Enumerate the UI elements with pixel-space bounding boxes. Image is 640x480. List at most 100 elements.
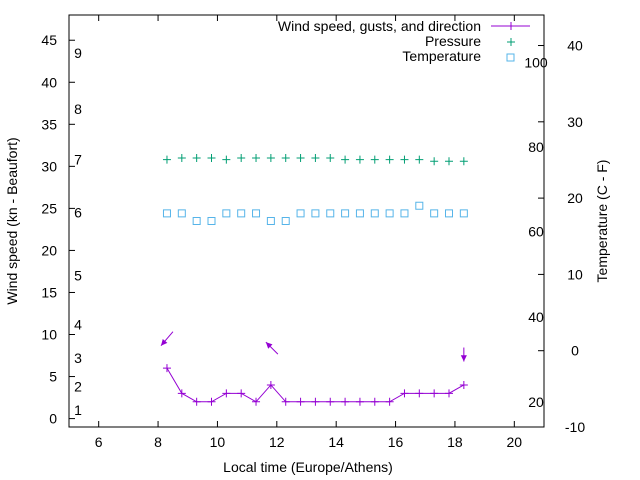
beaufort-label: 8 (74, 101, 82, 117)
temperature-point (415, 201, 424, 210)
temperature-point (445, 209, 453, 218)
wind-point (162, 364, 171, 373)
beaufort-label: 7 (74, 152, 82, 168)
temperature-point (222, 209, 231, 218)
legend-label-pressure: Pressure (425, 33, 481, 49)
y-tick-label: 5 (49, 369, 57, 385)
wind-point (355, 397, 364, 406)
pressure-point (326, 153, 335, 162)
temperature-point (341, 209, 350, 218)
fahrenheit-label: 80 (528, 139, 544, 155)
temperature-point (237, 209, 246, 218)
wind-point (400, 389, 409, 398)
legend-label-wind: Wind speed, gusts, and direction (278, 18, 481, 34)
beaufort-label: 9 (74, 45, 82, 61)
temperature-point (430, 209, 439, 218)
y-tick-label: 40 (41, 74, 57, 90)
wind-point (415, 389, 424, 398)
pressure-point (237, 153, 246, 162)
wind-point (266, 380, 275, 389)
pressure-point (415, 155, 424, 164)
temperature-point (207, 217, 216, 225)
wind-point (326, 397, 335, 406)
pressure-point (459, 157, 468, 166)
x-tick-label: 16 (388, 434, 404, 450)
wind-point (237, 389, 246, 398)
beaufort-label: 6 (74, 205, 82, 221)
x-tick-label: 12 (269, 434, 285, 450)
y-tick-label: 25 (41, 200, 57, 216)
y2-tick-label: 0 (571, 343, 579, 359)
wind-point (311, 397, 320, 406)
pressure-point (355, 155, 364, 164)
x-tick-label: 20 (507, 434, 523, 450)
pressure-point (445, 157, 453, 166)
pressure-point (400, 155, 409, 164)
pressure-point (385, 155, 394, 164)
x-tick-label: 14 (328, 434, 344, 450)
pressure-point (370, 155, 379, 164)
temperature-point (281, 217, 290, 225)
temperature-point (311, 209, 320, 218)
legend-marker-wind (507, 22, 515, 30)
legend-marker-pressure (507, 38, 515, 46)
wind-point (222, 389, 231, 398)
x-tick-label: 18 (447, 434, 463, 450)
y-tick-label: 10 (41, 327, 57, 343)
pressure-point (281, 153, 290, 162)
temperature-point (326, 209, 335, 218)
plot-border (68, 14, 545, 428)
y-tick-label: 0 (49, 411, 57, 427)
y2-tick-label: 40 (567, 38, 583, 54)
pressure-point (430, 157, 439, 166)
y2-tick-label: 30 (567, 114, 583, 130)
wind-direction-arrowhead (160, 338, 168, 346)
legend-marker-temperature (506, 53, 515, 62)
wind-point (459, 380, 468, 389)
x-tick-label: 10 (210, 434, 226, 450)
temperature-point (355, 209, 364, 218)
legend-label-temperature: Temperature (402, 48, 481, 64)
beaufort-label: 5 (74, 268, 82, 284)
pressure-point (162, 155, 171, 164)
wind-point (252, 397, 261, 406)
beaufort-label: 1 (74, 402, 82, 418)
y2-axis-label: Temperature (C - F) (594, 160, 610, 283)
wind-point (192, 397, 201, 406)
pressure-point (177, 153, 186, 162)
wind-point (385, 397, 394, 406)
pressure-point (222, 155, 231, 164)
temperature-point (296, 209, 305, 218)
beaufort-label: 2 (74, 379, 82, 395)
fahrenheit-label: 40 (528, 309, 544, 325)
wind-point (281, 397, 290, 406)
beaufort-label: 3 (74, 350, 82, 366)
pressure-point (207, 153, 216, 162)
pressure-point (311, 153, 320, 162)
y-tick-label: 35 (41, 116, 57, 132)
y-tick-label: 30 (41, 158, 57, 174)
wind-point (370, 397, 379, 406)
y-axis-label: Wind speed (kn - Beaufort) (4, 137, 20, 304)
x-tick-label: 6 (95, 434, 103, 450)
fahrenheit-label: 20 (528, 394, 544, 410)
pressure-point (252, 153, 261, 162)
temperature-point (385, 209, 394, 218)
wind-point (296, 397, 305, 406)
y2-tick-label: -10 (565, 419, 585, 435)
pressure-point (266, 153, 275, 162)
beaufort-label: 4 (74, 316, 82, 332)
temperature-point (177, 209, 186, 218)
temperature-point (370, 209, 379, 218)
wind-direction-arrowhead (265, 342, 273, 349)
wind-point (207, 397, 216, 406)
y2-tick-label: 20 (567, 190, 583, 206)
wind-point (177, 389, 186, 398)
wind-point (430, 389, 439, 398)
x-axis-label: Local time (Europe/Athens) (223, 459, 393, 475)
legend: Wind speed, gusts, and direction Pressur… (278, 18, 530, 64)
temperature-point (162, 209, 171, 218)
x-tick-label: 8 (154, 434, 162, 450)
wind-point (341, 397, 350, 406)
y-tick-label: 20 (41, 242, 57, 258)
